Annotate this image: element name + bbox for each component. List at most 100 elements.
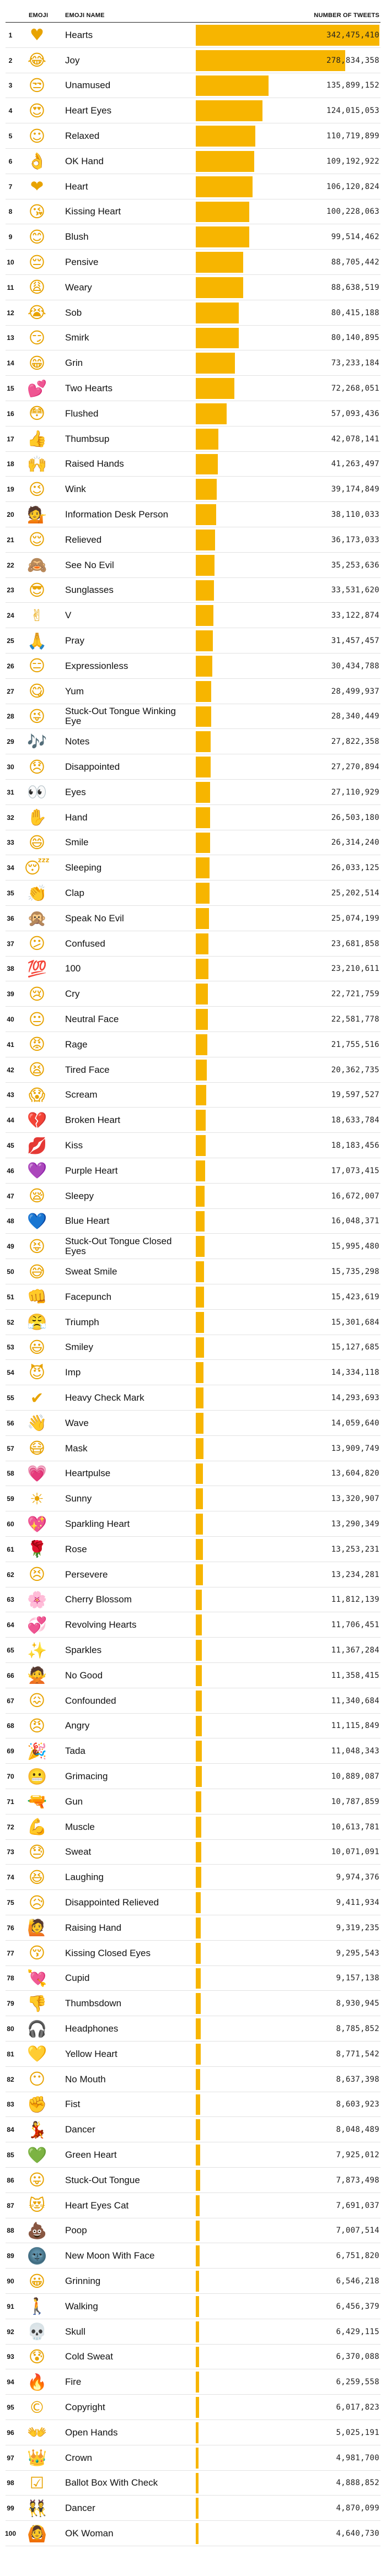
tweet-count-bar xyxy=(196,1589,202,1611)
tweet-count-label: 9,295,543 xyxy=(336,1948,379,1958)
emoji-icon: 😐 xyxy=(28,1009,46,1029)
emoji-name-label: Dancer xyxy=(65,2124,95,2135)
table-row: 45 💋 Kiss 18,183,456 xyxy=(0,1133,386,1158)
row-divider xyxy=(6,1435,380,1436)
row-divider xyxy=(6,2293,380,2294)
emoji-name-label: Kissing Heart xyxy=(65,206,121,217)
row-divider xyxy=(6,955,380,957)
rank-number: 48 xyxy=(7,1217,14,1225)
tweet-count-label: 8,771,542 xyxy=(336,2049,379,2059)
emoji-icon: ♥ xyxy=(30,25,44,45)
tweet-count-label: 28,499,937 xyxy=(331,687,379,696)
rank-number: 90 xyxy=(7,2277,14,2286)
emoji-name-label: Eyes xyxy=(65,786,86,797)
tweet-count-bar xyxy=(196,554,215,576)
rank-number: 73 xyxy=(7,1848,14,1856)
emoji-name-label: Ballot Box With Check xyxy=(65,2477,158,2488)
tweet-count-bar xyxy=(196,857,210,879)
emoji-icon: 😬 xyxy=(26,1767,47,1786)
tweet-count-label: 13,253,231 xyxy=(331,1544,379,1554)
rank-number: 5 xyxy=(8,132,13,141)
tweet-count-bar xyxy=(196,1059,207,1081)
table-row: 86 😛 Stuck-Out Tongue 7,873,498 xyxy=(0,2168,386,2193)
emoji-icon: 😻 xyxy=(28,2196,46,2215)
rank-number: 55 xyxy=(7,1394,14,1402)
table-row: 43 😱 Scream 19,597,527 xyxy=(0,1083,386,1108)
tweet-count-label: 6,456,379 xyxy=(336,2302,379,2311)
emoji-icon: 🙅 xyxy=(26,1666,47,1685)
tweet-count-bar xyxy=(196,2044,201,2065)
tweet-count-label: 13,909,749 xyxy=(331,1444,379,1453)
emoji-name-label: OK Woman xyxy=(65,2528,114,2539)
tweet-count-label: 27,822,358 xyxy=(331,737,379,747)
table-row: 1 ♥ Hearts 342,475,410 xyxy=(0,23,386,48)
rank-number: 51 xyxy=(7,1293,14,1301)
rank-number: 33 xyxy=(7,839,14,847)
emoji-icon: 😉 xyxy=(28,479,46,499)
tweet-count-label: 8,785,852 xyxy=(336,2024,379,2034)
rank-number: 23 xyxy=(7,586,14,595)
emoji-icon: 💙 xyxy=(26,1211,47,1230)
rank-number: 71 xyxy=(7,1797,14,1806)
emoji-icon: 😢 xyxy=(28,984,46,1003)
tweet-count-bar xyxy=(196,2372,200,2393)
rank-number: 4 xyxy=(8,107,13,115)
emoji-name-label: Kiss xyxy=(65,1140,83,1151)
tweet-count-bar xyxy=(196,2523,199,2544)
emoji-icon: 😘 xyxy=(28,202,46,221)
emoji-icon: 😤 xyxy=(26,1313,47,1332)
rank-number: 46 xyxy=(7,1167,14,1175)
rank-number: 78 xyxy=(7,1974,14,1983)
table-row: 44 💔 Broken Heart 18,633,784 xyxy=(0,1108,386,1133)
tweet-count-bar xyxy=(196,327,239,349)
emoji-name-label: Dancer xyxy=(65,2503,95,2514)
emoji-icon: 🔫 xyxy=(26,1792,47,1811)
tweet-count-bar xyxy=(196,1690,202,1711)
table-row: 100 🙆 OK Woman 4,640,730 xyxy=(0,2521,386,2546)
table-row: 68 😠 Angry 11,115,849 xyxy=(0,1714,386,1739)
emoji-name-label: OK Hand xyxy=(65,155,104,166)
row-divider xyxy=(6,2495,380,2496)
tweet-count-label: 7,873,498 xyxy=(336,2175,379,2185)
emoji-icon: 👊 xyxy=(26,1287,47,1306)
tweet-count-bar xyxy=(196,479,217,500)
rank-number: 47 xyxy=(7,1192,14,1200)
emoji-icon: 😛 xyxy=(28,2170,46,2190)
tweet-count-label: 22,721,759 xyxy=(331,990,379,999)
rank-number: 24 xyxy=(7,612,14,620)
emoji-name-label: V xyxy=(65,610,72,621)
emoji-icon: ✋ xyxy=(26,808,47,827)
tweet-count-bar xyxy=(196,2447,199,2469)
emoji-icon: 😄 xyxy=(28,833,46,852)
tweet-count-bar xyxy=(196,757,211,777)
emoji-name-label: Smile xyxy=(65,837,89,848)
row-divider xyxy=(6,1359,380,1360)
tweet-count-label: 11,812,139 xyxy=(331,1595,379,1605)
emoji-name-label: Sleeping xyxy=(65,862,102,873)
rank-number: 21 xyxy=(7,536,14,544)
tweet-count-bar xyxy=(196,2119,200,2141)
emoji-icon: 💛 xyxy=(26,2044,47,2064)
emoji-name-label: Cry xyxy=(65,989,80,1000)
table-row: 66 🙅 No Good 11,358,415 xyxy=(0,1663,386,1688)
row-divider xyxy=(6,2116,380,2118)
rank-number: 1 xyxy=(8,31,13,39)
rank-number: 38 xyxy=(7,965,14,973)
row-divider xyxy=(6,1839,380,1840)
tweet-count-bar xyxy=(196,378,235,399)
tweet-count-label: 26,503,180 xyxy=(331,813,379,822)
emoji-name-label: Fire xyxy=(65,2377,82,2388)
rank-number: 74 xyxy=(7,1873,14,1882)
rank-number: 63 xyxy=(7,1596,14,1604)
tweet-count-bar xyxy=(196,302,239,323)
tweet-count-bar xyxy=(196,530,216,550)
tweet-count-label: 15,995,480 xyxy=(331,1242,379,1251)
tweet-count-label: 110,719,899 xyxy=(326,132,379,141)
tweet-count-label: 10,889,087 xyxy=(331,1772,379,1781)
table-row: 51 👊 Facepunch 15,423,619 xyxy=(0,1284,386,1310)
rank-number: 58 xyxy=(7,1470,14,1478)
tweet-count-label: 15,423,619 xyxy=(331,1292,379,1301)
emoji-icon: 🎧 xyxy=(26,2019,47,2038)
emoji-name-label: Copyright xyxy=(65,2402,105,2413)
emoji-icon: 💗 xyxy=(26,1463,47,1483)
